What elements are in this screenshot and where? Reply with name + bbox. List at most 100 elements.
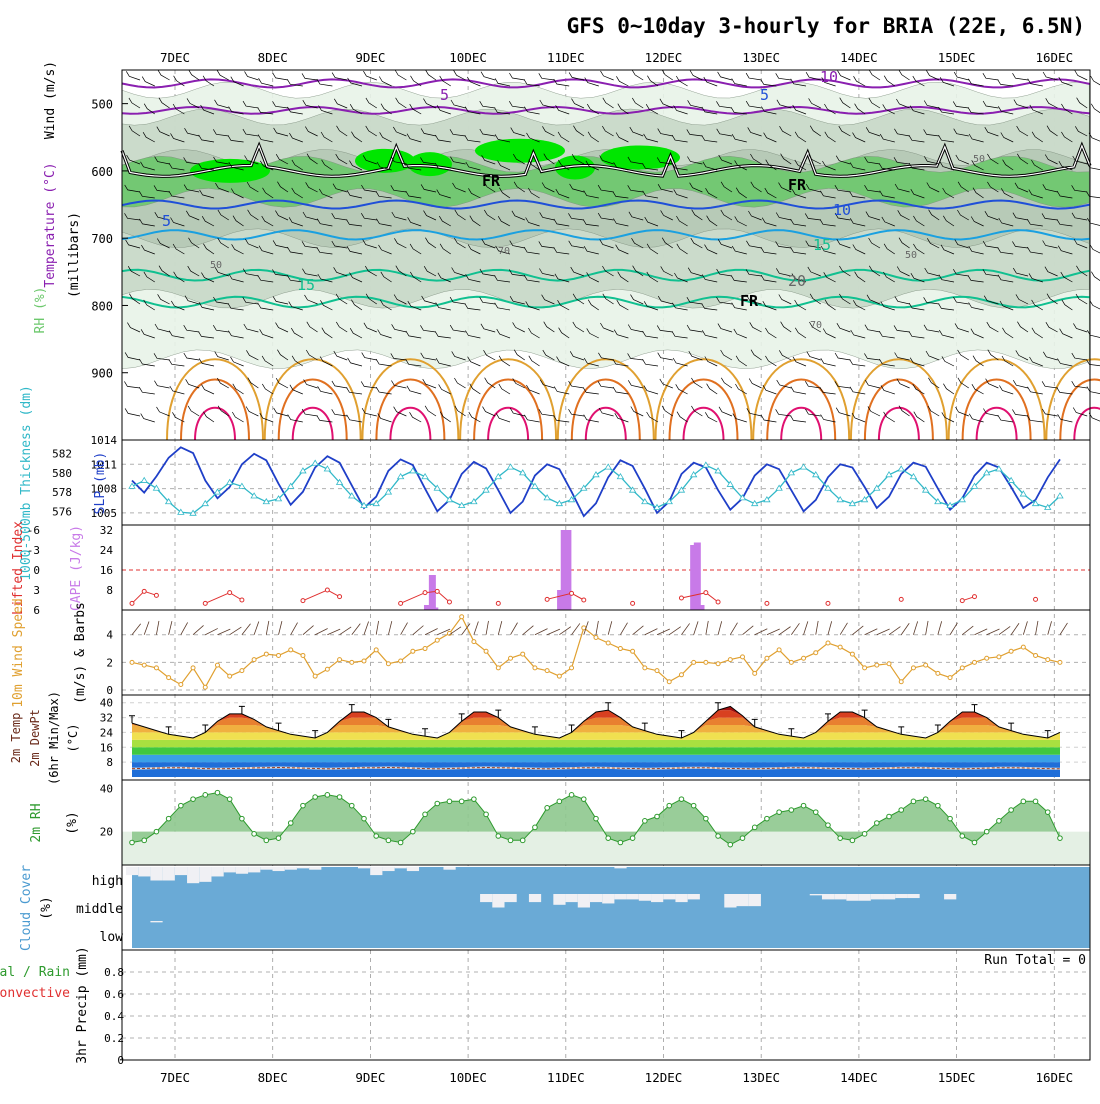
- wind-barb: [881, 216, 895, 227]
- wind-speed-point: [556, 673, 562, 679]
- wind-barb-10m: [937, 621, 943, 635]
- wind-barb: [1089, 244, 1100, 254]
- wind-barb: [730, 107, 747, 115]
- wind-barb: [183, 157, 200, 165]
- thickness-point: [360, 501, 368, 508]
- temp-minmax-bar: [275, 722, 282, 731]
- rh2m-point: [287, 820, 294, 826]
- wind-barb: [331, 380, 348, 389]
- wind-barb: [1071, 212, 1088, 221]
- wind-barb: [259, 412, 274, 423]
- wind-barb: [880, 385, 895, 395]
- temp-minmax-bar: [861, 709, 868, 718]
- wind-speed-point: [520, 651, 526, 657]
- wind-barb-10m: [803, 621, 809, 635]
- wind-y-tick: 2: [106, 656, 113, 669]
- wind-barb: [599, 155, 614, 165]
- wind-speed-point: [886, 661, 892, 667]
- wind-barb: [883, 243, 895, 255]
- wind-barb: [1072, 407, 1088, 417]
- rh2m-point: [959, 833, 966, 839]
- wind-barb-10m: [559, 626, 572, 636]
- wind-barb: [676, 411, 688, 423]
- wind-barb: [612, 386, 629, 395]
- wind-barb: [909, 105, 925, 115]
- wind-barb: [659, 378, 673, 389]
- wind-speed-point: [508, 655, 514, 661]
- wind-barb: [363, 322, 377, 333]
- wind-barb: [838, 125, 851, 137]
- wind-barb: [124, 381, 141, 389]
- wind-barb: [217, 237, 229, 249]
- cape-bar: [428, 575, 436, 610]
- wind-barb: [642, 359, 659, 367]
- precip-y-tick: 0.4: [104, 1010, 124, 1023]
- boundary-layer-contour: [961, 378, 1032, 441]
- li-point: [300, 598, 306, 604]
- wind-barb: [143, 299, 155, 311]
- chart-title: GFS 0~10day 3-hourly for BRIA (22E, 6.5N…: [567, 14, 1085, 38]
- wind-barb: [199, 189, 215, 199]
- wind-barb: [582, 387, 599, 395]
- wind-speed-point: [642, 665, 648, 671]
- wind-speed-point: [459, 614, 465, 620]
- li-point: [971, 594, 977, 600]
- upper-air-ylabel: RH (%): [33, 287, 48, 334]
- wind-barb: [1074, 70, 1088, 81]
- wind-barb: [553, 247, 570, 255]
- wind-barb: [923, 129, 940, 137]
- wind-barb: [745, 100, 762, 109]
- wind-barb: [925, 350, 940, 361]
- wind-barb: [200, 104, 215, 115]
- wind-speed-point: [593, 634, 599, 640]
- wind-barb: [646, 243, 659, 255]
- wind-barb: [1026, 219, 1043, 227]
- wind-barb: [866, 294, 881, 305]
- wind-barb: [302, 100, 318, 109]
- wind-barb-10m: [339, 626, 352, 636]
- wind-barb: [731, 134, 747, 143]
- wind-barb: [954, 239, 969, 249]
- wind-barb: [939, 161, 955, 171]
- wind-barb: [128, 97, 141, 109]
- wind-barb: [1016, 125, 1029, 137]
- wind-barb: [188, 237, 200, 249]
- wind-barb: [631, 97, 644, 109]
- wind-barb: [168, 162, 185, 171]
- rh2m-point: [983, 828, 990, 835]
- wind-barb: [539, 268, 555, 277]
- upper-air-y-tick: 500: [91, 98, 113, 112]
- rh2m-point: [580, 796, 587, 802]
- thickness-point: [860, 496, 869, 503]
- wind-barb: [735, 187, 748, 199]
- wind-barb: [957, 209, 969, 221]
- slp-y-tick: 1011: [91, 458, 118, 471]
- panel-frame-precip: [121, 949, 1091, 1061]
- li-y-tick: 3: [33, 584, 40, 597]
- wind-speed-point: [703, 659, 709, 665]
- wind-barb: [378, 244, 392, 255]
- temp-minmax-bar: [495, 709, 502, 718]
- contour-label: FR: [482, 172, 501, 190]
- wind-barb: [748, 378, 762, 389]
- wind-barb-10m: [693, 621, 699, 635]
- wind-barb-10m: [461, 623, 471, 635]
- wind-barb: [363, 70, 377, 81]
- temp-y-tick: 16: [100, 741, 113, 754]
- wind-barb: [172, 243, 185, 255]
- wind-barb: [835, 407, 851, 417]
- wind-barb: [333, 267, 348, 277]
- wind-speed-point: [654, 668, 660, 674]
- upper-air-y-tick: 800: [91, 299, 113, 313]
- wind-barb: [168, 359, 185, 367]
- wind-barb: [734, 160, 747, 171]
- wind-barb: [143, 271, 155, 283]
- wind-barb: [1056, 190, 1073, 199]
- wind-barb: [262, 187, 274, 199]
- contour-label: 70: [810, 320, 822, 331]
- wind-barb: [277, 181, 289, 193]
- wind-barb: [1027, 386, 1043, 395]
- wind-barb: [615, 244, 629, 255]
- wind-barb: [1073, 323, 1088, 333]
